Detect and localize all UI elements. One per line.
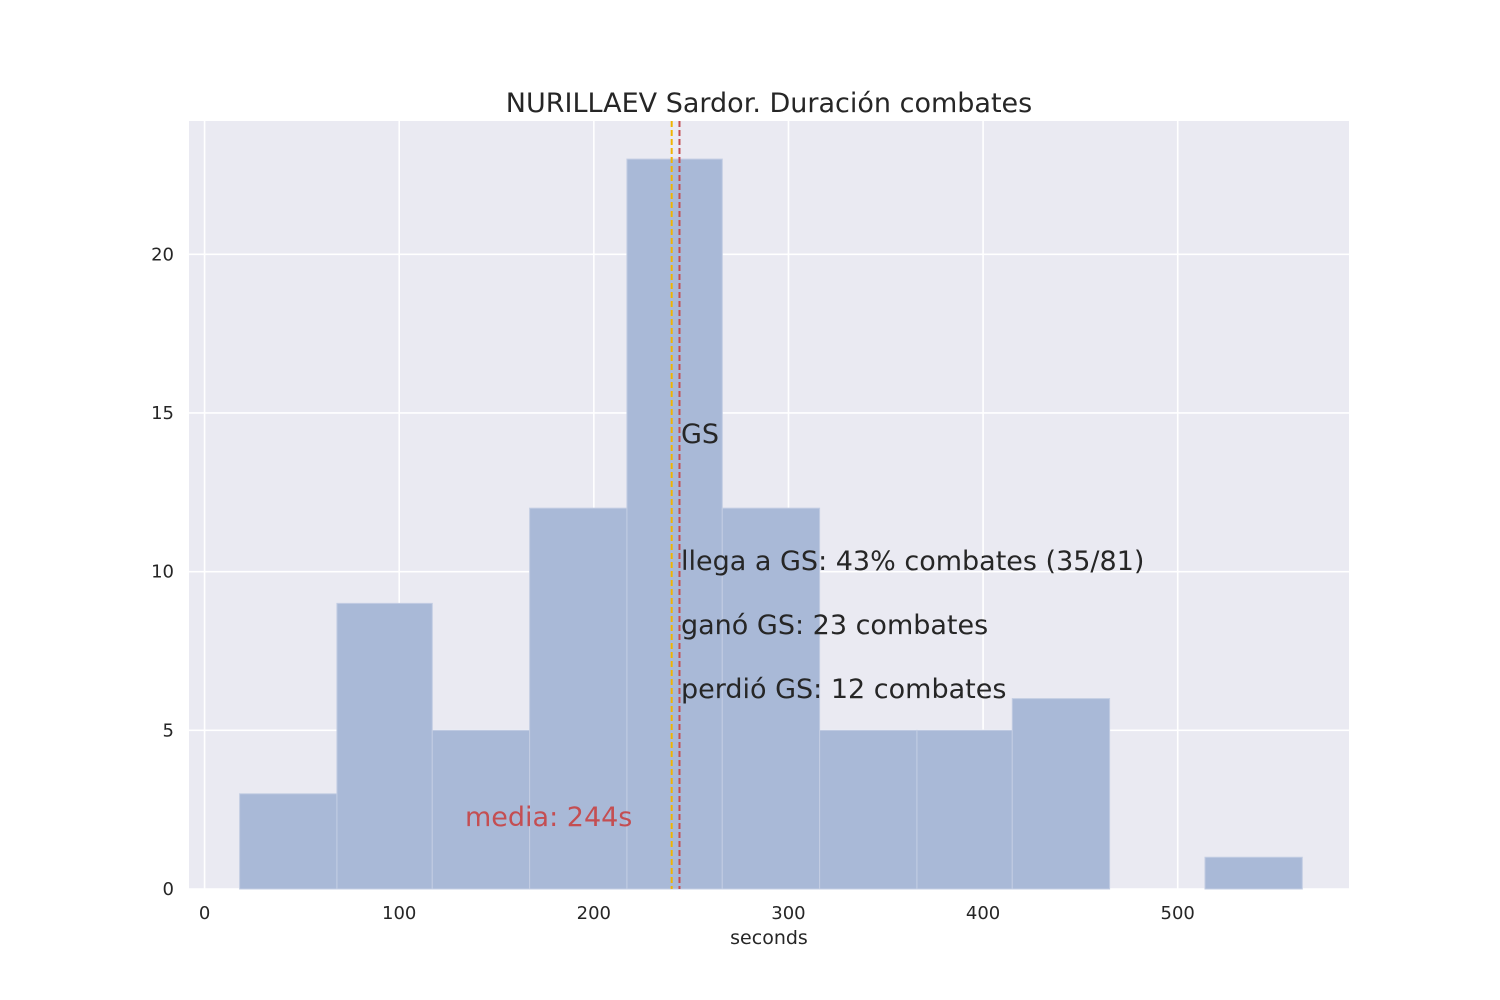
y-tick-label: 15 [151,403,174,424]
histogram-bar [1011,698,1111,890]
x-axis-label: seconds [730,927,808,949]
y-tick-label: 20 [151,244,174,265]
y-tick-label: 10 [151,562,174,583]
y-tick-label: 0 [163,879,174,900]
y-tick-label: 5 [163,720,174,741]
histogram-bar [721,507,821,890]
chart-title: NURILLAEV Sardor. Duración combates [506,88,1032,119]
histogram-bar [336,602,433,890]
x-axis-ticks: 0 100 200 300 400 500 [199,903,1195,924]
x-tick-label: 100 [382,903,416,924]
reference-lines [670,121,681,889]
x-tick-label: 500 [1161,903,1195,924]
histogram-bar [1204,856,1303,890]
annotation-won-gs: ganó GS: 23 combates [681,610,988,641]
histogram-bars [239,158,1303,890]
x-tick-label: 300 [771,903,805,924]
y-axis-ticks: 0 5 10 15 20 [151,244,174,900]
histogram-bar [431,729,531,890]
annotation-gs: GS [681,419,719,450]
histogram-bar [239,793,338,890]
histogram-bar [916,729,1013,890]
x-tick-label: 200 [577,903,611,924]
annotation-mean: media: 244s [465,802,632,833]
x-tick-label: 0 [199,903,210,924]
histogram-bar [819,729,918,890]
histogram-bar [626,158,723,890]
x-tick-label: 400 [966,903,1000,924]
annotation-lost-gs: perdió GS: 12 combates [681,674,1006,705]
annotation-reach-gs: llega a GS: 43% combates (35/81) [681,546,1144,577]
